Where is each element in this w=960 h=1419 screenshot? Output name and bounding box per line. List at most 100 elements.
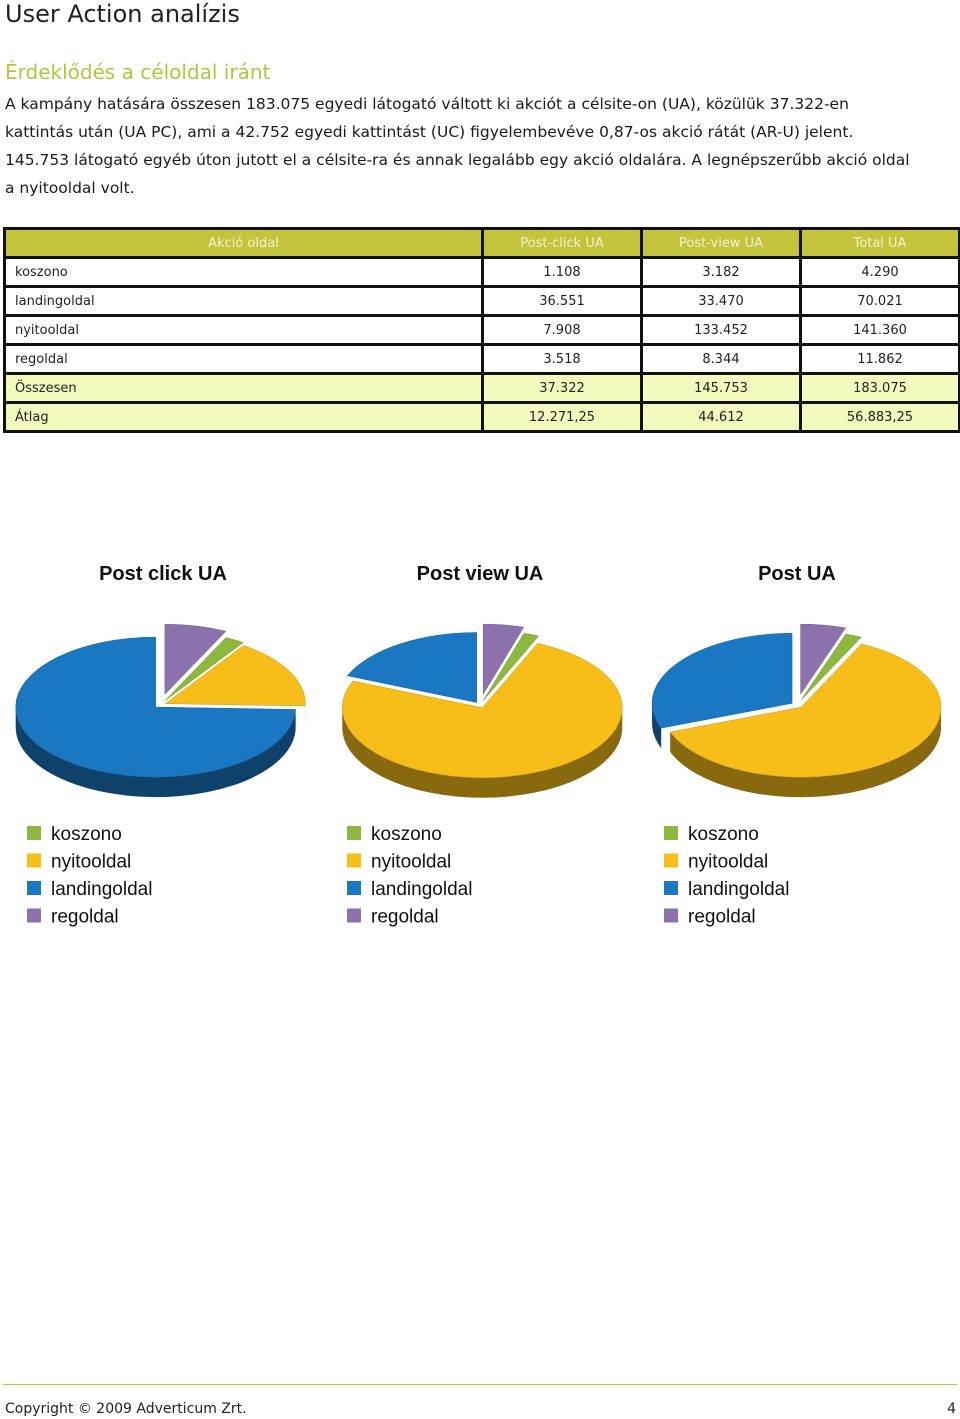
- table-header-row: Akció oldal Post-click UA Post-view UA T…: [3, 227, 960, 259]
- user-action-table-container: Akció oldal Post-click UA Post-view UA T…: [3, 227, 960, 433]
- slice-side: [670, 707, 942, 798]
- slice-side: [342, 707, 623, 798]
- cell-post-view: 8.344: [640, 343, 802, 375]
- cell-total: 4.290: [799, 256, 960, 288]
- slice-side: [652, 703, 662, 749]
- legend-label-nyitooldal: nyitooldal: [688, 852, 768, 873]
- pie-slice-koszono: [483, 633, 540, 701]
- pie-slice-regoldal: [164, 624, 227, 695]
- pie-slice-regoldal: [800, 623, 847, 695]
- legend-label-regoldal: regoldal: [51, 907, 119, 928]
- pie-slice-koszono: [800, 633, 862, 701]
- slice-top: [164, 637, 244, 701]
- intro-paragraph: A kampány hatására összesen 183.075 egye…: [5, 90, 957, 202]
- header-post-click-ua: Post-click UA: [481, 227, 643, 259]
- legend-swatch-landingoldal: [27, 881, 41, 895]
- paragraph-line: a nyitooldal volt.: [5, 179, 135, 197]
- table-row: regoldal 3.518 8.344 11.862: [3, 343, 960, 375]
- pie-slice-regoldal: [482, 623, 525, 696]
- pie-slice-nyitooldal: [342, 643, 623, 798]
- pie-slice-koszono: [164, 637, 244, 701]
- legend-label-landingoldal: landingoldal: [371, 879, 472, 900]
- row-label: nyitooldal: [3, 314, 484, 346]
- footer-copyright: Copyright © 2009 Adverticum Zrt.: [5, 1401, 247, 1417]
- cell-total: 141.360: [799, 314, 960, 346]
- cell-post-click: 7.908: [481, 314, 643, 346]
- legend-label-landingoldal: landingoldal: [688, 879, 789, 900]
- row-label: Átlag: [3, 401, 484, 433]
- slice-top: [164, 645, 306, 707]
- pie-slice-landingoldal: [15, 636, 296, 798]
- cell-post-view: 44.612: [640, 401, 802, 433]
- header-akcio-oldal: Akció oldal: [3, 227, 484, 259]
- slice-top: [346, 632, 477, 703]
- legend-swatch-regoldal: [27, 908, 41, 923]
- pie-chart-1: Post click UA koszono nyitooldal landingold…: [15, 563, 306, 928]
- chart-title: Post UA: [758, 563, 836, 585]
- legend-label-nyitooldal: nyitooldal: [371, 852, 451, 873]
- legend-label-regoldal: regoldal: [688, 907, 756, 928]
- pie-slice-landingoldal: [346, 632, 477, 703]
- legend-swatch-regoldal: [664, 908, 678, 923]
- legend-label-koszono: koszono: [688, 824, 759, 845]
- paragraph-line: A kampány hatására összesen 183.075 egye…: [5, 95, 849, 113]
- pie-chart-2: Post view UA koszono nyitooldal landingolda…: [342, 563, 623, 928]
- slice-side: [15, 707, 296, 798]
- legend-label-koszono: koszono: [51, 824, 122, 845]
- legend-swatch-koszono: [347, 826, 361, 840]
- cell-total: 11.862: [799, 343, 960, 375]
- table-row: koszono 1.108 3.182 4.290: [3, 256, 960, 288]
- legend-swatch-nyitooldal: [27, 853, 41, 868]
- cell-post-click: 3.518: [481, 343, 643, 375]
- footer-divider: [3, 1384, 957, 1385]
- legend-label-landingoldal: landingoldal: [51, 879, 152, 900]
- header-post-view-ua: Post-view UA: [640, 227, 802, 259]
- pie-slice-landingoldal: [651, 633, 793, 749]
- row-label: regoldal: [3, 343, 484, 375]
- legend-label-koszono: koszono: [371, 824, 442, 845]
- chart-title: Post view UA: [417, 563, 544, 585]
- paragraph-line: kattintás után (UA PC), ami a 42.752 egy…: [5, 123, 854, 141]
- summary-row-average: Átlag 12.271,25 44.612 56.883,25: [3, 401, 960, 433]
- row-label: landingoldal: [3, 285, 484, 317]
- legend-swatch-regoldal: [347, 908, 361, 923]
- summary-row-total: Összesen 37.322 145.753 183.075: [3, 372, 960, 404]
- slice-top: [651, 633, 793, 729]
- slice-top: [483, 633, 540, 701]
- slice-top: [800, 633, 862, 701]
- cell-post-click: 12.271,25: [481, 401, 643, 433]
- pie-slice-nyitooldal: [669, 643, 942, 798]
- cell-post-click: 1.108: [481, 256, 643, 288]
- slice-top: [482, 623, 525, 696]
- slice-top: [164, 624, 227, 695]
- cell-total: 70.021: [799, 285, 960, 317]
- cell-post-click: 36.551: [481, 285, 643, 317]
- legend-label-regoldal: regoldal: [371, 907, 439, 928]
- cell-post-view: 3.182: [640, 256, 802, 288]
- slice-top: [342, 643, 623, 779]
- cell-post-view: 145.753: [640, 372, 802, 404]
- slice-top: [800, 623, 847, 695]
- cell-total: 183.075: [799, 372, 960, 404]
- legend-swatch-landingoldal: [664, 881, 678, 895]
- cell-post-view: 33.470: [640, 285, 802, 317]
- pie-slice-nyitooldal: [164, 645, 306, 726]
- page-title: User Action analízis: [5, 0, 240, 28]
- legend-swatch-landingoldal: [347, 881, 361, 895]
- cell-total: 56.883,25: [799, 401, 960, 433]
- section-title: Érdeklődés a céloldal iránt: [5, 60, 271, 84]
- legend-label-nyitooldal: nyitooldal: [51, 852, 131, 873]
- cell-post-view: 133.452: [640, 314, 802, 346]
- cell-post-click: 37.322: [481, 372, 643, 404]
- page-number: 4: [947, 1401, 956, 1417]
- slice-top: [669, 643, 942, 778]
- header-total-ua: Total UA: [799, 227, 960, 259]
- paragraph-line: 145.753 látogató egyéb úton jutott el a …: [5, 151, 910, 169]
- slice-top: [15, 636, 296, 778]
- legend-swatch-nyitooldal: [664, 853, 678, 868]
- row-label: Összesen: [3, 372, 484, 404]
- legend-swatch-nyitooldal: [347, 853, 361, 868]
- table-row: nyitooldal 7.908 133.452 141.360: [3, 314, 960, 346]
- pie-chart-3: Post UA koszono nyitooldal landingoldal rego…: [651, 563, 942, 928]
- legend-swatch-koszono: [664, 826, 678, 840]
